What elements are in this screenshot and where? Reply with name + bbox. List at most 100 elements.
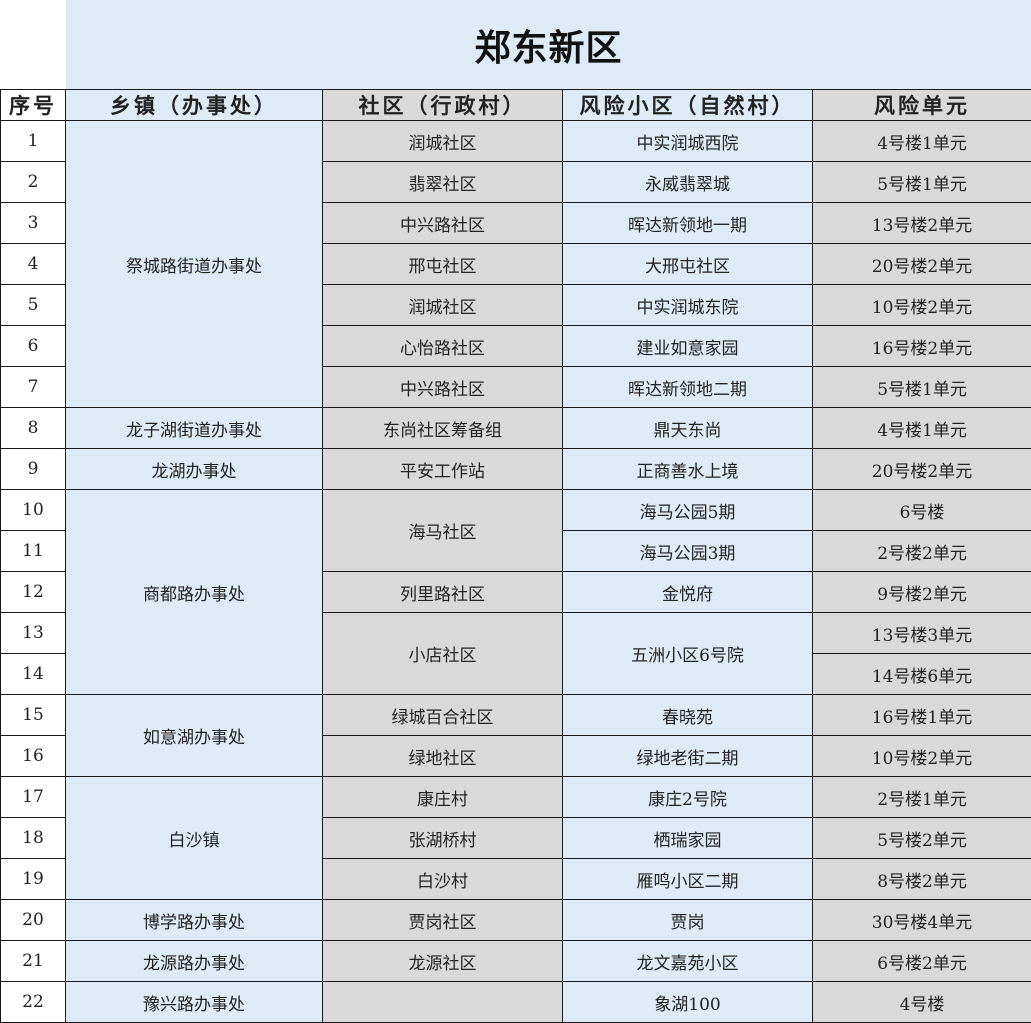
seq-cell: 16 [1, 736, 66, 777]
community-cell: 平安工作站 [323, 449, 563, 490]
town-cell: 龙子湖街道办事处 [66, 408, 323, 449]
risk-area-cell: 康庄2号院 [563, 777, 813, 818]
risk-unit-cell: 14号楼6单元 [813, 654, 1031, 695]
risk-area-cell: 龙文嘉苑小区 [563, 941, 813, 982]
risk-area-cell: 贾岗 [563, 900, 813, 941]
risk-unit-cell: 2号楼2单元 [813, 531, 1031, 572]
risk-unit-cell: 30号楼4单元 [813, 900, 1031, 941]
seq-cell: 14 [1, 654, 66, 695]
risk-area-cell: 栖瑞家园 [563, 818, 813, 859]
community-cell: 润城社区 [323, 121, 563, 162]
town-cell: 龙湖办事处 [66, 449, 323, 490]
risk-area-cell: 晖达新领地二期 [563, 367, 813, 408]
community-cell: 东尚社区筹备组 [323, 408, 563, 449]
risk-unit-cell: 16号楼2单元 [813, 326, 1031, 367]
header-risk-unit: 风险单元 [813, 90, 1031, 121]
seq-cell: 22 [1, 982, 66, 1023]
community-cell: 列里路社区 [323, 572, 563, 613]
risk-unit-cell: 6号楼2单元 [813, 941, 1031, 982]
community-cell: 邢屯社区 [323, 244, 563, 285]
seq-cell: 19 [1, 859, 66, 900]
risk-area-cell: 中实润城西院 [563, 121, 813, 162]
risk-area-cell: 晖达新领地一期 [563, 203, 813, 244]
community-cell: 海马社区 [323, 490, 563, 572]
header-seq: 序号 [1, 90, 66, 121]
seq-cell: 21 [1, 941, 66, 982]
community-cell: 龙源社区 [323, 941, 563, 982]
town-cell: 如意湖办事处 [66, 695, 323, 777]
seq-cell: 15 [1, 695, 66, 736]
community-cell: 中兴路社区 [323, 203, 563, 244]
community-cell: 康庄村 [323, 777, 563, 818]
seq-cell: 13 [1, 613, 66, 654]
risk-unit-cell: 2号楼1单元 [813, 777, 1031, 818]
risk-area-cell: 海马公园3期 [563, 531, 813, 572]
risk-unit-cell: 9号楼2单元 [813, 572, 1031, 613]
risk-area-cell: 五洲小区6号院 [563, 613, 813, 695]
community-cell: 贾岗社区 [323, 900, 563, 941]
risk-unit-cell: 5号楼1单元 [813, 162, 1031, 203]
seq-cell: 20 [1, 900, 66, 941]
community-cell: 中兴路社区 [323, 367, 563, 408]
seq-cell: 2 [1, 162, 66, 203]
seq-cell: 18 [1, 818, 66, 859]
risk-unit-cell: 20号楼2单元 [813, 244, 1031, 285]
community-cell: 心怡路社区 [323, 326, 563, 367]
risk-unit-cell: 4号楼1单元 [813, 121, 1031, 162]
risk-unit-cell: 10号楼2单元 [813, 285, 1031, 326]
risk-area-cell: 建业如意家园 [563, 326, 813, 367]
community-cell: 润城社区 [323, 285, 563, 326]
community-cell: 小店社区 [323, 613, 563, 695]
title-blank-cell [1, 0, 66, 90]
community-cell: 绿地社区 [323, 736, 563, 777]
seq-cell: 8 [1, 408, 66, 449]
seq-cell: 10 [1, 490, 66, 531]
risk-area-cell: 鼎天东尚 [563, 408, 813, 449]
risk-unit-cell: 13号楼3单元 [813, 613, 1031, 654]
seq-cell: 5 [1, 285, 66, 326]
risk-unit-cell: 5号楼2单元 [813, 818, 1031, 859]
header-risk-area: 风险小区（自然村） [563, 90, 813, 121]
risk-unit-cell: 4号楼 [813, 982, 1031, 1023]
header-town: 乡镇（办事处） [66, 90, 323, 121]
risk-unit-cell: 8号楼2单元 [813, 859, 1031, 900]
risk-area-cell: 象湖100 [563, 982, 813, 1023]
community-cell: 翡翠社区 [323, 162, 563, 203]
community-cell: 白沙村 [323, 859, 563, 900]
seq-cell: 7 [1, 367, 66, 408]
town-cell: 祭城路街道办事处 [66, 121, 323, 408]
risk-area-cell: 中实润城东院 [563, 285, 813, 326]
seq-cell: 12 [1, 572, 66, 613]
seq-cell: 17 [1, 777, 66, 818]
risk-unit-cell: 4号楼1单元 [813, 408, 1031, 449]
town-cell: 博学路办事处 [66, 900, 323, 941]
seq-cell: 4 [1, 244, 66, 285]
risk-unit-cell: 10号楼2单元 [813, 736, 1031, 777]
risk-unit-cell: 20号楼2单元 [813, 449, 1031, 490]
seq-cell: 6 [1, 326, 66, 367]
table-title: 郑东新区 [66, 0, 1031, 90]
seq-cell: 11 [1, 531, 66, 572]
risk-area-cell: 大邢屯社区 [563, 244, 813, 285]
seq-cell: 1 [1, 121, 66, 162]
town-cell: 龙源路办事处 [66, 941, 323, 982]
risk-area-cell: 永威翡翠城 [563, 162, 813, 203]
seq-cell: 3 [1, 203, 66, 244]
risk-area-cell: 海马公园5期 [563, 490, 813, 531]
town-cell: 豫兴路办事处 [66, 982, 323, 1023]
seq-cell: 9 [1, 449, 66, 490]
town-cell: 白沙镇 [66, 777, 323, 900]
risk-area-cell: 春晓苑 [563, 695, 813, 736]
community-cell [323, 982, 563, 1023]
header-row: 序号 乡镇（办事处） 社区（行政村） 风险小区（自然村） 风险单元 [1, 90, 1031, 121]
community-cell: 绿城百合社区 [323, 695, 563, 736]
community-cell: 张湖桥村 [323, 818, 563, 859]
